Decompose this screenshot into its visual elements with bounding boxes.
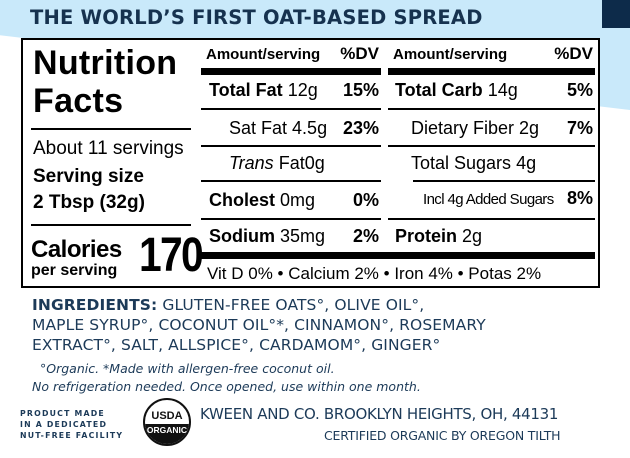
nutrient-amount: 0g xyxy=(304,153,325,173)
nutrient-row-total-carb: Total Carb 14g xyxy=(395,80,518,101)
left-header-amount: Amount/serving xyxy=(206,46,321,63)
nutrient-amount: 12g xyxy=(287,80,318,100)
organic-note: °Organic. *Made with allergen-free cocon… xyxy=(40,361,335,376)
usda-organic-seal-icon: USDA ORGANIC xyxy=(143,398,191,446)
thick-divider xyxy=(201,252,595,259)
nutrient-row-trans-fat: Trans Fat0g xyxy=(229,153,325,174)
certification: CERTIFIED ORGANIC BY OREGON TILTH xyxy=(324,428,561,443)
serving-size-label: Serving size xyxy=(33,166,144,187)
nutrient-dv: 23% xyxy=(342,118,379,138)
right-header-dv: %DV xyxy=(554,44,593,63)
usda-text: USDA xyxy=(151,410,183,422)
ingredients-line: MAPLE SYRUP°, COCONUT OIL°*, CINNAMON°, … xyxy=(32,316,486,334)
nutrient-amount: 14g xyxy=(487,80,518,100)
nutrient-amount: 2g xyxy=(462,226,483,246)
organic-text: ORGANIC xyxy=(145,424,189,444)
nutrient-name: Total Fat xyxy=(209,80,283,100)
nutrient-name: Dietary Fiber xyxy=(411,118,515,138)
nutrient-name: Cholest xyxy=(209,190,276,210)
nutrient-name: Total Sugars xyxy=(411,153,512,173)
facility-line: NUT-FREE FACILITY xyxy=(20,431,124,440)
nutrient-row-protein: Protein 2g xyxy=(395,226,482,247)
storage-note: No refrigeration needed. Once opened, us… xyxy=(32,379,421,394)
ingredients-line: GLUTEN-FREE OATS°, OLIVE OIL°, xyxy=(157,296,425,314)
divider xyxy=(201,145,381,147)
nutrient-amount: 0mg xyxy=(280,190,316,210)
nutrient-row-total-fat: Total Fat 12g xyxy=(209,80,318,101)
divider xyxy=(413,180,595,182)
nutrient-dv: 8% xyxy=(566,188,593,208)
divider xyxy=(388,218,595,220)
nutrient-dv: 0% xyxy=(352,190,379,210)
nutrient-name: Incl 4g Added Sugars xyxy=(423,191,554,208)
calories-label: Calories xyxy=(31,236,122,263)
left-header-dv: %DV xyxy=(340,44,379,63)
thick-divider xyxy=(388,68,595,75)
facility-line: PRODUCT MADE xyxy=(20,409,105,418)
facility-line: IN A DEDICATED xyxy=(20,420,108,429)
nutrient-name: Protein xyxy=(395,226,458,246)
ingredients-line: EXTRACT°, SALT, ALLSPICE°, CARDAMOM°, GI… xyxy=(32,336,441,354)
nutrient-dv: 7% xyxy=(566,118,593,138)
ingredients: INGREDIENTS: GLUTEN-FREE OATS°, OLIVE OI… xyxy=(32,295,612,355)
nutrient-row-cholesterol: Cholest 0mg xyxy=(209,190,315,211)
nutrient-amount: 2g xyxy=(519,118,540,138)
vitamins-minerals: Vit D 0% • Calcium 2% • Iron 4% • Potas … xyxy=(207,264,542,283)
nutrient-dv: 5% xyxy=(566,80,593,100)
calories-value: 170 xyxy=(139,229,204,282)
thick-divider xyxy=(201,68,381,75)
nutrient-dv: 15% xyxy=(342,80,379,100)
ingredients-label: INGREDIENTS: xyxy=(32,296,158,314)
nut-free-facility-note: PRODUCT MADE IN A DEDICATED NUT-FREE FAC… xyxy=(20,408,132,441)
company-address: KWEEN AND CO. BROOKLYN HEIGHTS, OH, 4413… xyxy=(200,405,559,423)
nutrient-row-total-sugars: Total Sugars 4g xyxy=(411,153,536,174)
divider xyxy=(388,108,595,110)
nutrient-dv: 2% xyxy=(352,226,379,246)
headline: THE WORLD’S FIRST OAT-BASED SPREAD xyxy=(30,6,483,29)
nutrient-row-sat-fat: Sat Fat 4.5g xyxy=(229,118,327,139)
divider xyxy=(201,180,381,182)
nutrient-row-dietary-fiber: Dietary Fiber 2g xyxy=(411,118,539,139)
nutrient-row-added-sugars: Incl 4g Added Sugars xyxy=(423,191,554,208)
calories-per-serving: per serving xyxy=(31,262,118,279)
serving-size-value: 2 Tbsp (32g) xyxy=(33,192,145,213)
nutrient-amount: 4.5g xyxy=(292,118,328,138)
right-header-amount: Amount/serving xyxy=(393,46,508,63)
divider xyxy=(31,224,191,226)
nutrient-name: Total Carb xyxy=(395,80,483,100)
nutrient-name-italic: Trans xyxy=(229,153,274,173)
nutrient-name: Fat xyxy=(278,153,305,173)
title-line-1: Nutrition xyxy=(33,44,178,82)
corner-accent xyxy=(602,0,630,28)
servings-per-container: About 11 servings xyxy=(33,138,184,159)
divider xyxy=(201,108,381,110)
nutrient-name: Sat Fat xyxy=(229,118,288,138)
title-line-2: Facts xyxy=(33,82,124,120)
nutrition-facts-panel: Nutrition Facts About 11 servings Servin… xyxy=(21,38,600,288)
divider xyxy=(201,218,381,220)
nutrient-row-sodium: Sodium 35mg xyxy=(209,226,325,247)
divider xyxy=(31,128,191,130)
nutrient-amount: 35mg xyxy=(280,226,326,246)
nutrient-amount: 4g xyxy=(516,153,537,173)
nutrient-name: Sodium xyxy=(209,226,275,246)
nutrition-facts-title: Nutrition Facts xyxy=(33,44,177,120)
divider xyxy=(388,145,595,147)
